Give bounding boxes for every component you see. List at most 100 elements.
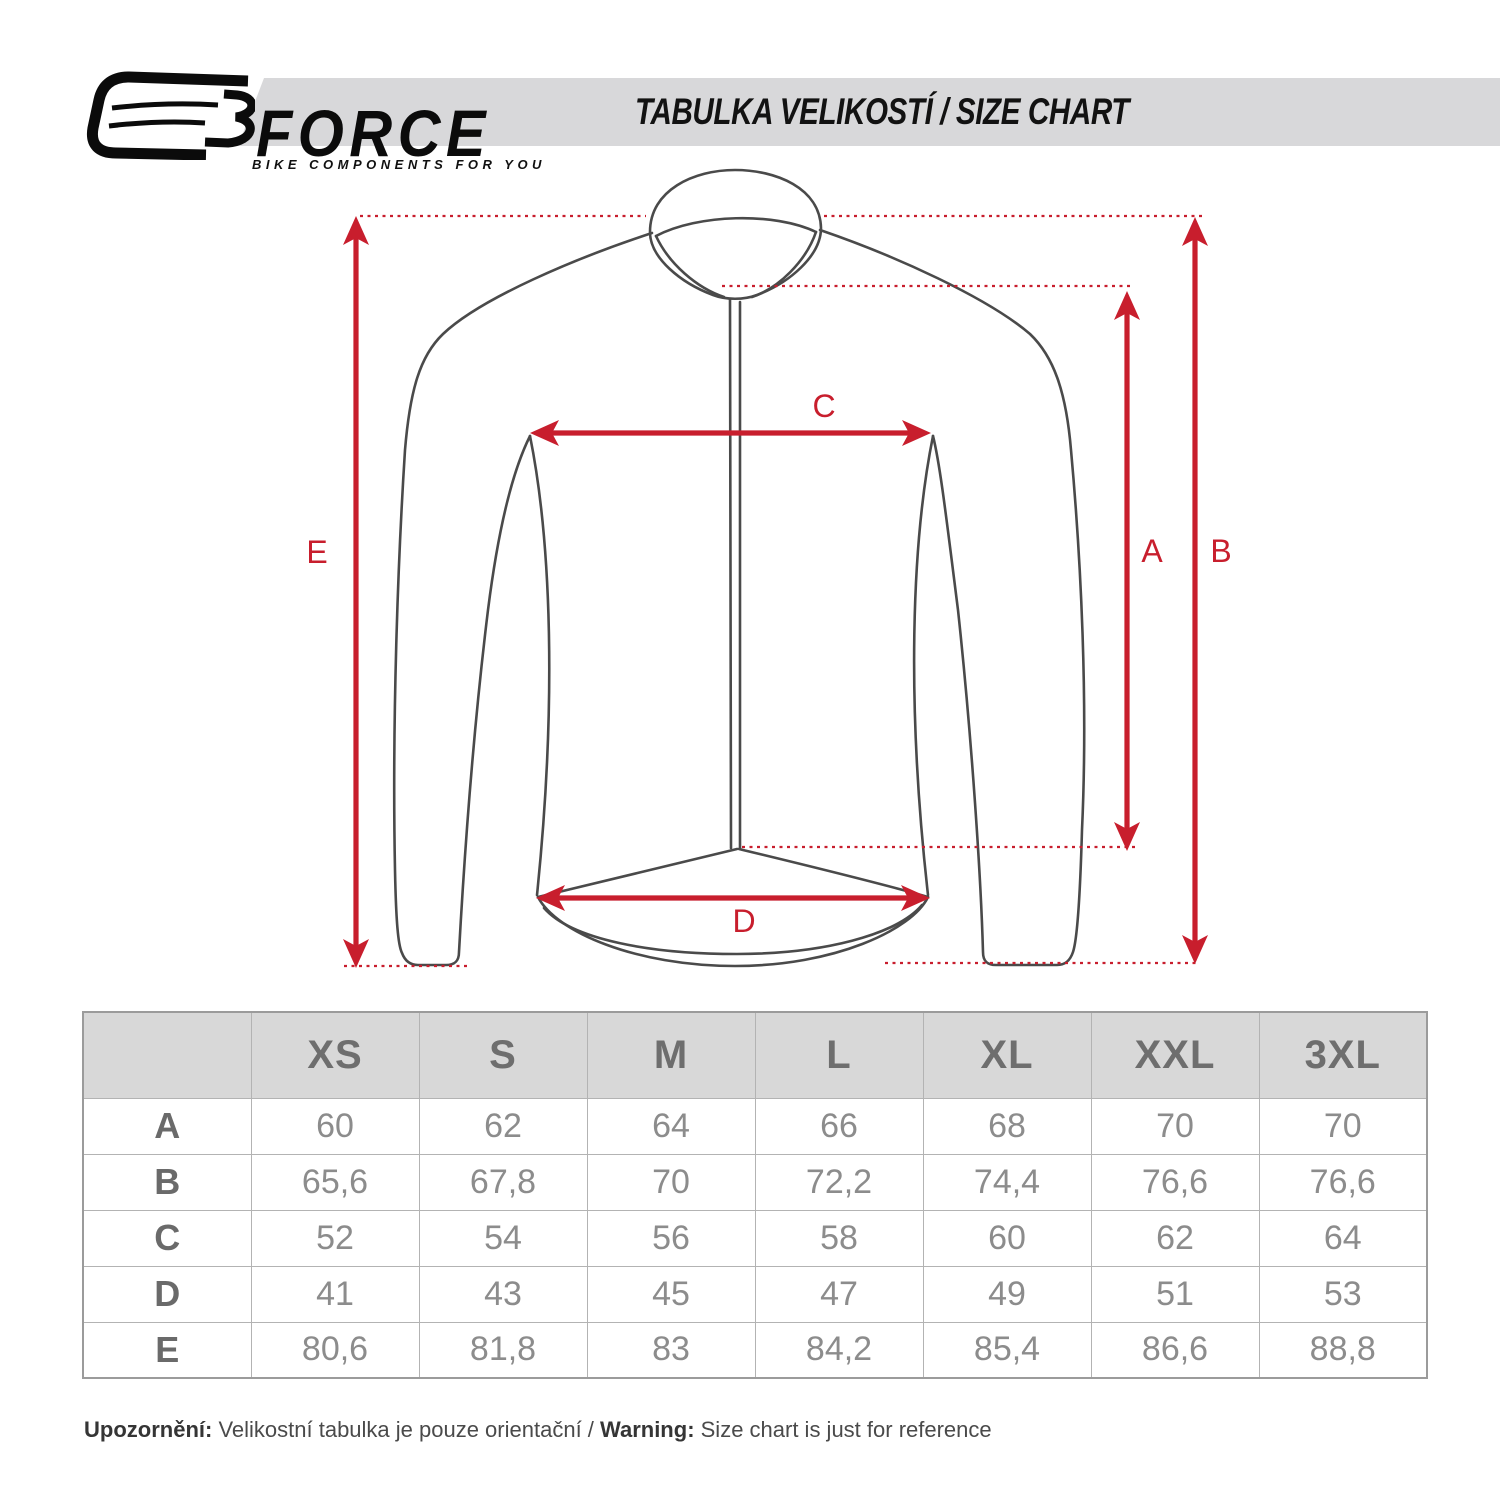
jersey-outline <box>392 168 1086 968</box>
size-value-cell: 54 <box>418 1209 588 1267</box>
arrow-b-head-top <box>1182 217 1208 246</box>
arrow-b-head-bottom <box>1182 935 1208 964</box>
size-value-cell: 58 <box>754 1209 924 1267</box>
size-column-header: XL <box>922 1011 1092 1099</box>
size-value-cell: 86,6 <box>1090 1321 1260 1379</box>
size-column-header: L <box>754 1011 924 1099</box>
size-value-cell: 47 <box>754 1265 924 1323</box>
label-B: B <box>1210 533 1231 569</box>
measure-arrow-A: A <box>1114 291 1163 851</box>
label-C: C <box>812 388 835 424</box>
measure-row-label: A <box>82 1097 252 1155</box>
table-row: D 41 43 45 47 49 51 53 <box>82 1265 1428 1323</box>
jersey-diagram: E B A C D <box>306 168 1232 968</box>
size-value-cell: 49 <box>922 1265 1092 1323</box>
arrow-c-head-left <box>530 420 559 446</box>
size-value-cell: 60 <box>250 1097 420 1155</box>
size-column-header: 3XL <box>1258 1011 1428 1099</box>
size-value-cell: 51 <box>1090 1265 1260 1323</box>
collar-inner-left <box>654 234 726 299</box>
force-logo-icon <box>86 71 255 160</box>
table-row: B 65,6 67,8 70 72,2 74,4 76,6 76,6 <box>82 1153 1428 1211</box>
footnote-text-en: Size chart is just for reference <box>694 1417 992 1442</box>
arrow-d-head-right <box>901 885 930 911</box>
size-value-cell: 70 <box>586 1153 756 1211</box>
size-value-cell: 85,4 <box>922 1321 1092 1379</box>
measure-arrow-D: D <box>536 885 930 939</box>
measure-arrow-B: B <box>1182 217 1232 964</box>
hem-v-left <box>536 847 739 899</box>
page-title: TABULKA VELIKOSTÍ / SIZE CHART <box>635 91 1129 132</box>
size-value-cell: 56 <box>586 1209 756 1267</box>
size-value-cell: 68 <box>922 1097 1092 1155</box>
table-corner-cell <box>82 1011 252 1099</box>
brand-wordmark: FORCE <box>256 96 491 170</box>
measure-row-label: C <box>82 1209 252 1267</box>
size-value-cell: 53 <box>1258 1265 1428 1323</box>
size-value-cell: 43 <box>418 1265 588 1323</box>
footnote-text-cz: Velikostní tabulka je pouze orientační / <box>212 1417 601 1442</box>
size-value-cell: 81,8 <box>418 1321 588 1379</box>
label-E: E <box>306 534 327 570</box>
logo-f-curve <box>204 89 255 148</box>
measure-arrow-E: E <box>306 216 369 968</box>
arrow-a-head-top <box>1114 291 1140 320</box>
right-body-side <box>912 434 935 897</box>
label-D: D <box>732 903 755 939</box>
label-A: A <box>1141 533 1163 569</box>
size-value-cell: 80,6 <box>250 1321 420 1379</box>
size-table: XS S M L XL XXL 3XL A 60 62 64 66 68 70 70 B 65,6 67,8 70 7… <box>82 1011 1428 1379</box>
size-value-cell: 41 <box>250 1265 420 1323</box>
hem-inner <box>542 903 924 956</box>
size-value-cell: 45 <box>586 1265 756 1323</box>
size-value-cell: 88,8 <box>1258 1321 1428 1379</box>
collar-outer <box>648 168 823 301</box>
table-header-row: XS S M L XL XXL 3XL <box>82 1011 1428 1099</box>
size-column-header: XXL <box>1090 1011 1260 1099</box>
size-value-cell: 84,2 <box>754 1321 924 1379</box>
footnote: Upozornění: Velikostní tabulka je pouze … <box>84 1417 992 1443</box>
size-value-cell: 60 <box>922 1209 1092 1267</box>
measure-arrow-C: C <box>530 388 931 446</box>
logo-swoosh-1 <box>111 101 219 111</box>
logo-swoosh-2 <box>108 119 206 129</box>
table-row: C 52 54 56 58 60 62 64 <box>82 1209 1428 1267</box>
size-value-cell: 64 <box>586 1097 756 1155</box>
logo-frame <box>86 71 249 160</box>
measure-row-label: D <box>82 1265 252 1323</box>
arrow-e-head-top <box>343 216 369 245</box>
size-value-cell: 66 <box>754 1097 924 1155</box>
size-value-cell: 70 <box>1090 1097 1260 1155</box>
size-value-cell: 76,6 <box>1090 1153 1260 1211</box>
table-row: E 80,6 81,8 83 84,2 85,4 86,6 88,8 <box>82 1321 1428 1379</box>
size-value-cell: 62 <box>418 1097 588 1155</box>
arrow-a-head-bottom <box>1114 822 1140 851</box>
zipper-line-left <box>728 298 733 850</box>
size-value-cell: 62 <box>1090 1209 1260 1267</box>
size-value-cell: 70 <box>1258 1097 1428 1155</box>
measure-row-label: B <box>82 1153 252 1211</box>
collar-inner-right <box>750 230 818 299</box>
left-sleeve <box>392 231 654 967</box>
measure-row-label: E <box>82 1321 252 1379</box>
hem-v-right <box>737 847 930 899</box>
size-value-cell: 65,6 <box>250 1153 420 1211</box>
size-column-header: XS <box>250 1011 420 1099</box>
banner-strip <box>238 78 1500 146</box>
size-value-cell: 52 <box>250 1209 420 1267</box>
size-column-header: S <box>418 1011 588 1099</box>
collar-inner-back <box>654 216 818 238</box>
measure-guides <box>344 214 1203 968</box>
size-value-cell: 74,4 <box>922 1153 1092 1211</box>
size-value-cell: 76,6 <box>1258 1153 1428 1211</box>
arrow-e-head-bottom <box>343 939 369 968</box>
left-body-side <box>528 434 551 897</box>
size-value-cell: 64 <box>1258 1209 1428 1267</box>
size-value-cell: 67,8 <box>418 1153 588 1211</box>
arrow-d-head-left <box>536 885 565 911</box>
footnote-label-en: Warning: <box>600 1417 695 1442</box>
size-value-cell: 83 <box>586 1321 756 1379</box>
table-row: A 60 62 64 66 68 70 70 <box>82 1097 1428 1155</box>
size-value-cell: 72,2 <box>754 1153 924 1211</box>
size-column-header: M <box>586 1011 756 1099</box>
